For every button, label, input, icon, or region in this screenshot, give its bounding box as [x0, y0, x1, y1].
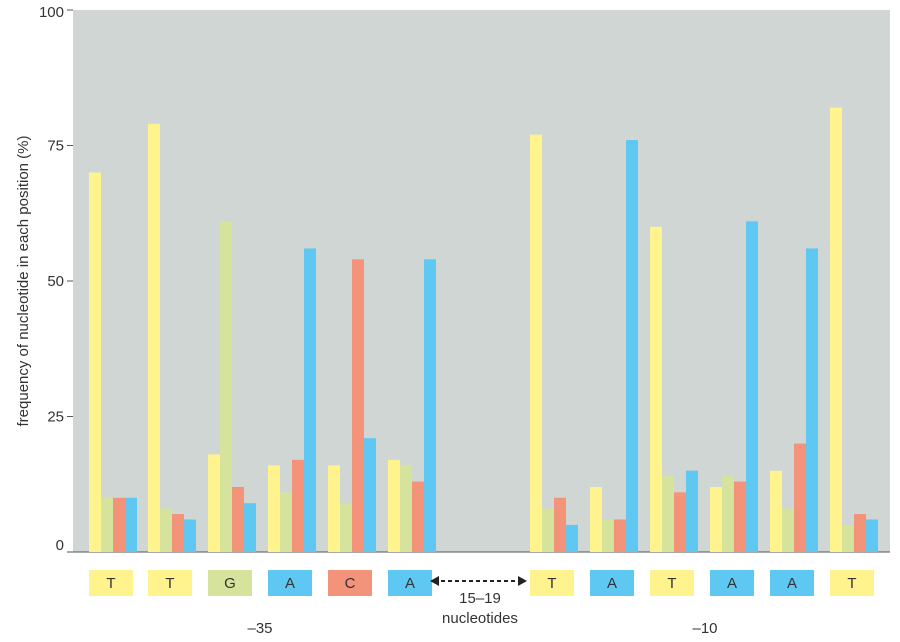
- bars: [89, 107, 878, 553]
- bar-A-position-8: [626, 140, 638, 552]
- bar-C-position-11: [794, 443, 806, 552]
- plot-background: [73, 10, 890, 552]
- region-label-minus10: –10: [692, 620, 717, 637]
- base-letter-11: A: [787, 575, 797, 592]
- base-letter-3: G: [224, 575, 236, 592]
- bar-G-position-7: [542, 508, 554, 552]
- bar-C-position-8: [614, 519, 626, 552]
- bar-A-position-7: [566, 524, 578, 552]
- y-tick-label: 75: [47, 138, 64, 155]
- bar-A-position-2: [184, 519, 196, 552]
- spacer-label-line2: nucleotides: [442, 610, 518, 627]
- bar-G-position-5: [340, 503, 352, 552]
- y-axis-ticks: 0 25 50 75 100: [39, 4, 73, 554]
- base-box-6: [388, 570, 432, 596]
- base-letter-5: C: [345, 575, 356, 592]
- bar-T-position-5: [328, 465, 340, 552]
- bar-G-position-1: [101, 497, 113, 552]
- bar-G-position-10: [722, 476, 734, 552]
- bar-T-position-3: [208, 454, 220, 552]
- y-axis-label: frequency of nucleotide in each position…: [15, 135, 32, 426]
- bar-A-position-10: [746, 221, 758, 552]
- y-tick-label: 25: [47, 409, 64, 426]
- region-label-minus35: –35: [247, 620, 272, 637]
- bar-G-position-12: [842, 524, 854, 552]
- bar-C-position-2: [172, 514, 184, 552]
- bar-G-position-4: [280, 492, 292, 552]
- base-box-1: [89, 570, 133, 596]
- bar-C-position-7: [554, 497, 566, 552]
- base-letter-12: T: [847, 575, 856, 592]
- base-letter-2: T: [165, 575, 174, 592]
- bar-T-position-7: [530, 134, 542, 552]
- bar-A-position-4: [304, 248, 316, 553]
- base-box-7: [530, 570, 574, 596]
- bar-G-position-2: [160, 508, 172, 552]
- bar-A-position-6: [424, 259, 436, 552]
- bar-G-position-11: [782, 508, 794, 552]
- bar-C-position-5: [352, 259, 364, 552]
- bar-T-position-10: [710, 486, 722, 552]
- spacer-label-line1: 15–19: [459, 590, 501, 607]
- bar-A-position-5: [364, 438, 376, 552]
- base-letter-8: A: [607, 575, 617, 592]
- bar-T-position-11: [770, 470, 782, 552]
- bar-T-position-6: [388, 459, 400, 552]
- base-letter-9: T: [667, 575, 676, 592]
- base-letter-4: A: [285, 575, 295, 592]
- bar-T-position-1: [89, 172, 101, 552]
- bar-T-position-9: [650, 226, 662, 553]
- bar-A-position-12: [866, 519, 878, 552]
- bar-A-position-1: [125, 497, 137, 552]
- base-letter-7: T: [547, 575, 556, 592]
- base-box-5: [328, 570, 372, 596]
- bar-C-position-1: [113, 497, 125, 552]
- bar-C-position-6: [412, 481, 424, 552]
- base-box-10: [710, 570, 754, 596]
- bar-C-position-12: [854, 514, 866, 552]
- spacer-arrow: [430, 576, 527, 586]
- y-tick-label: 50: [47, 273, 64, 290]
- base-box-2: [148, 570, 192, 596]
- base-box-4: [268, 570, 312, 596]
- bar-T-position-2: [148, 123, 160, 552]
- bar-T-position-12: [830, 107, 842, 552]
- bar-C-position-3: [232, 486, 244, 552]
- bar-G-position-9: [662, 476, 674, 552]
- y-tick-label: 100: [39, 4, 64, 21]
- bar-A-position-3: [244, 503, 256, 552]
- bar-G-position-3: [220, 221, 232, 552]
- base-box-9: [650, 570, 694, 596]
- base-letter-10: A: [727, 575, 737, 592]
- bar-A-position-11: [806, 248, 818, 553]
- bar-C-position-9: [674, 492, 686, 552]
- y-tick-label: 0: [56, 537, 64, 554]
- base-box-11: [770, 570, 814, 596]
- base-letter-6: A: [405, 575, 415, 592]
- bar-G-position-6: [400, 465, 412, 552]
- bar-T-position-8: [590, 486, 602, 552]
- bar-C-position-10: [734, 481, 746, 552]
- base-box-12: [830, 570, 874, 596]
- bar-A-position-9: [686, 470, 698, 552]
- bar-T-position-4: [268, 465, 280, 552]
- base-box-3: [208, 570, 252, 596]
- base-letter-1: T: [106, 575, 115, 592]
- bar-C-position-4: [292, 459, 304, 552]
- base-box-8: [590, 570, 634, 596]
- bar-G-position-8: [602, 519, 614, 552]
